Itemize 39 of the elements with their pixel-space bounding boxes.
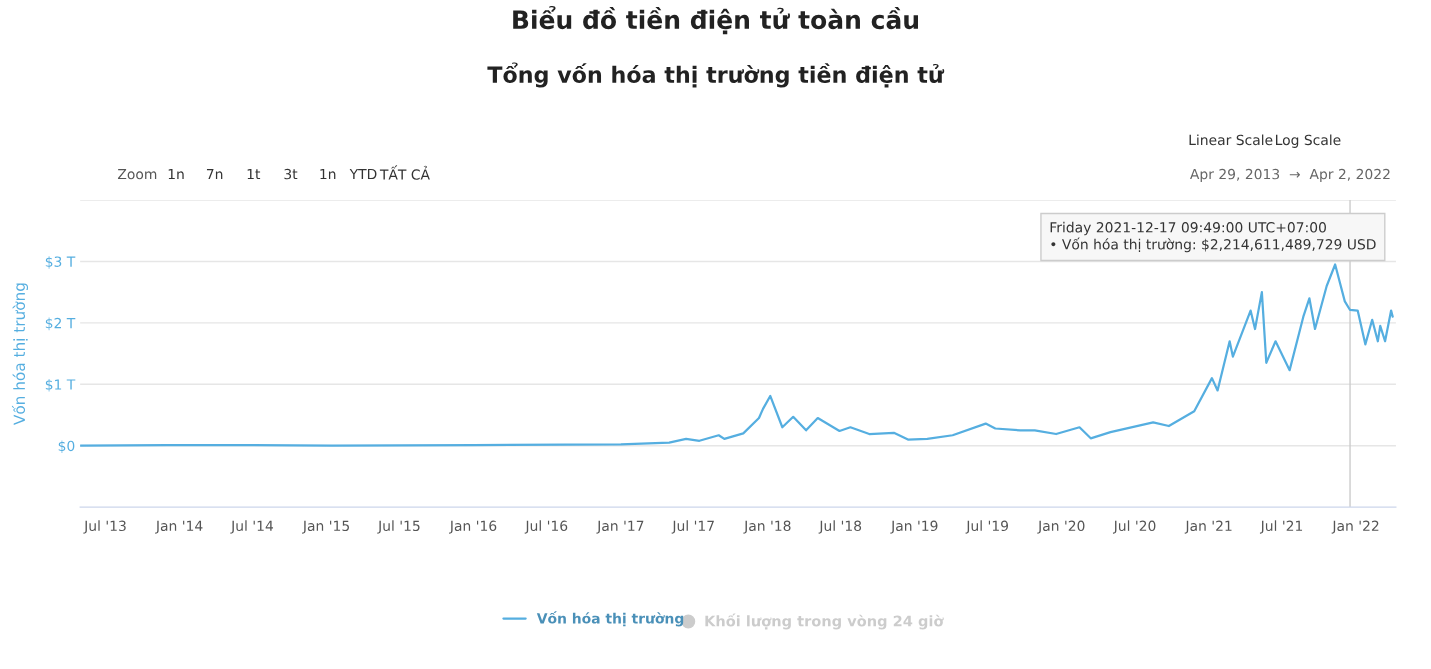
x-tick-label: Jan '18 — [743, 520, 791, 534]
text: Apr 29, 2013 → Apr 2, 2022 — [1190, 168, 1390, 182]
chart-title: Biểu đồ tiền điện tử toàn cầu — [513, 6, 918, 35]
x-tick-label: Jan '19 — [890, 520, 938, 534]
x-tick-label: Jan '20 — [1037, 520, 1085, 534]
text: YTD — [349, 168, 377, 180]
x-tick-label: Jul '16 — [524, 520, 568, 534]
x-tick-label: Jul '15 — [377, 520, 420, 534]
x-tick-label: Jul '14 — [230, 520, 274, 534]
annotation: Friday 2021-12-17 09:49:00 UTC+07:00 • Vốn hóa thị trường: $2,214,611,489,729 USD — [1050, 221, 1376, 253]
chart-subtitle: Tổng vốn hóa thị trường tiền điện tử — [487, 62, 945, 88]
text: Linear Scale — [1189, 134, 1273, 146]
x-tick-label: Jul '21 — [1259, 520, 1303, 534]
x-tick-label: Jan '15 — [302, 520, 349, 534]
text: Zoom — [117, 168, 157, 180]
y-tick-label: $2 T — [45, 317, 76, 331]
x-tick-label: Jan '17 — [596, 520, 644, 534]
y-tick-label: $0 — [58, 440, 75, 454]
text: TẤT CẢ — [379, 165, 430, 180]
x-tick-label: Jul '20 — [1112, 520, 1156, 534]
legend-label: Vốn hóa thị trường — [536, 611, 684, 627]
x-tick-label: Jul '13 — [83, 520, 126, 534]
line-series — [80, 263, 1394, 447]
y-tick-label: $3 T — [45, 256, 76, 269]
x-tick-label: Jan '16 — [449, 520, 497, 534]
x-tick-label: Jul '18 — [818, 520, 862, 534]
y-axis-title: Vốn hóa thị trường — [11, 283, 29, 425]
x-tick-label: Jul '17 — [671, 520, 714, 534]
text: 1n — [320, 168, 336, 180]
x-tick-label: Jan '21 — [1184, 520, 1232, 534]
x-tick-label: Jan '22 — [1331, 520, 1379, 534]
text: 7n — [206, 168, 223, 180]
text: 1n — [168, 168, 184, 180]
text: 1t — [247, 168, 261, 180]
x-tick-label: Jul '19 — [965, 520, 1009, 534]
text: 3t — [284, 168, 298, 180]
y-tick-label: $1 T — [45, 379, 76, 392]
text: Log Scale — [1276, 134, 1341, 148]
x-tick-label: Jan '14 — [155, 520, 203, 534]
